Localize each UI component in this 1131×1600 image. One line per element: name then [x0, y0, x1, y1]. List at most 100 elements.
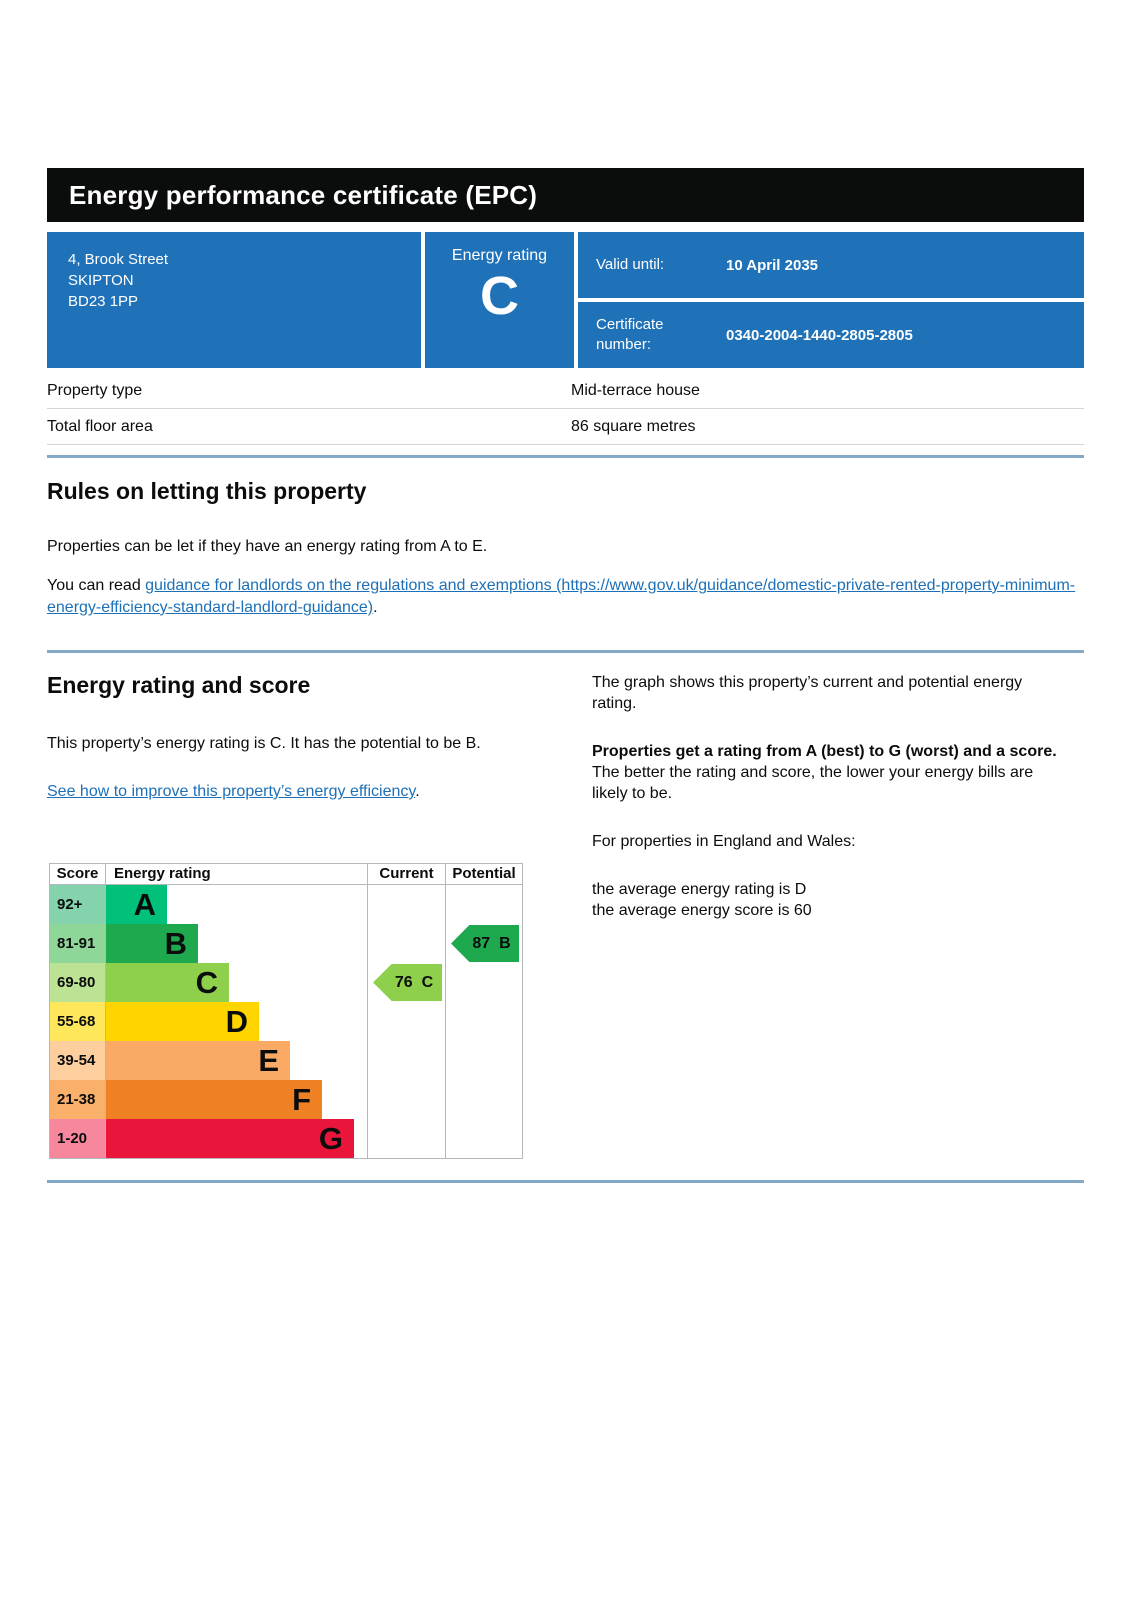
current-cell-e — [367, 1041, 445, 1080]
potential-cell-f — [445, 1080, 522, 1119]
epc-rating-graph: Score Energy rating Current Potential 92… — [49, 863, 523, 1159]
rating-summary-text: This property’s energy rating is C. It h… — [47, 735, 481, 752]
ratings-explainer: Properties get a rating from A (best) to… — [592, 741, 1057, 804]
score-range-c: 69-80 — [50, 963, 106, 1002]
validity-panel: Valid until: 10 April 2035 Certificate n… — [578, 232, 1084, 368]
epc-header-current: Current — [367, 864, 445, 884]
certificate-number-row: Certificate number: 0340-2004-1440-2805-… — [578, 302, 1084, 368]
england-wales-text: For properties in England and Wales: — [592, 833, 856, 850]
band-letter-a: A — [133, 886, 156, 922]
epc-band-row-e: 39-54 E — [50, 1041, 522, 1080]
certificate-summary-box: 4, Brook Street SKIPTON BD23 1PP Energy … — [47, 232, 1084, 368]
certificate-number-label: Certificate number: — [596, 316, 664, 353]
band-cell-d: D — [106, 1002, 367, 1041]
guidance-prefix: You can read — [47, 577, 146, 594]
certificate-number-value: 0340-2004-1440-2805-2805 — [726, 326, 913, 344]
table-row: Property type Mid-terrace house — [47, 373, 1084, 409]
rating-score-heading: Energy rating and score — [47, 672, 311, 698]
energy-rating-label: Energy rating — [451, 247, 548, 264]
improve-paragraph: See how to improve this property’s energ… — [47, 781, 517, 802]
band-cell-c: C — [106, 963, 367, 1002]
potential-cell-g — [445, 1119, 522, 1158]
property-details-table: Property type Mid-terrace house Total fl… — [47, 373, 1084, 445]
section-divider — [47, 1180, 1084, 1183]
score-range-d: 55-68 — [50, 1002, 106, 1041]
current-cell-a — [367, 885, 445, 924]
band-letter-f: F — [292, 1081, 311, 1117]
average-rating-line: the average energy rating is D — [592, 881, 807, 898]
improve-efficiency-link[interactable]: See how to improve this property’s energ… — [47, 783, 416, 800]
property-type-label: Property type — [47, 381, 143, 399]
table-row: Total floor area 86 square metres — [47, 409, 1084, 445]
band-letter-b: B — [164, 925, 187, 961]
epc-band-row-b: 81-91 B 87 B — [50, 924, 522, 963]
valid-until-row: Valid until: 10 April 2035 — [578, 232, 1084, 298]
rating-explanation-column: The graph shows this property’s current … — [592, 672, 1057, 921]
current-cell-d — [367, 1002, 445, 1041]
current-cell-f — [367, 1080, 445, 1119]
score-range-a: 92+ — [50, 885, 106, 924]
band-bar-e: E — [106, 1041, 290, 1080]
property-type-value: Mid-terrace house — [571, 381, 700, 399]
band-bar-g: G — [106, 1119, 354, 1158]
band-cell-e: E — [106, 1041, 367, 1080]
band-bar-d: D — [106, 1002, 259, 1041]
epc-header-score: Score — [50, 864, 106, 884]
band-letter-g: G — [318, 1120, 343, 1156]
average-score-line: the average energy score is 60 — [592, 902, 812, 919]
band-bar-c: C — [106, 963, 229, 1002]
energy-rating-box: Energy rating C — [425, 232, 574, 368]
letting-rule-text: Properties can be let if they have an en… — [47, 538, 488, 555]
section-divider — [47, 455, 1084, 458]
valid-until-label: Valid until: — [596, 256, 665, 273]
band-bar-a: A — [106, 885, 167, 924]
epc-band-row-c: 69-80 C 76 C — [50, 963, 522, 1002]
address-line-3: BD23 1PP — [68, 293, 139, 310]
valid-until-value: 10 April 2035 — [726, 256, 818, 274]
potential-rating-arrow-label: 87 B — [472, 934, 511, 952]
rating-score-section: Energy rating and score This property’s … — [47, 672, 517, 802]
band-bar-b: B — [106, 924, 198, 963]
potential-cell-e — [445, 1041, 522, 1080]
epc-band-row-g: 1-20 G — [50, 1119, 522, 1158]
band-cell-g: G — [106, 1119, 367, 1158]
guidance-paragraph: You can read guidance for landlords on t… — [47, 575, 1084, 619]
floor-area-label: Total floor area — [47, 417, 153, 435]
address-line-2: SKIPTON — [68, 272, 134, 289]
epc-graph-header: Score Energy rating Current Potential — [50, 864, 522, 885]
band-letter-e: E — [258, 1042, 279, 1078]
address-line-1: 4, Brook Street — [68, 251, 169, 268]
score-range-e: 39-54 — [50, 1041, 106, 1080]
current-cell-b — [367, 924, 445, 963]
band-cell-b: B — [106, 924, 367, 963]
property-address: 4, Brook Street SKIPTON BD23 1PP — [47, 232, 421, 368]
band-bar-f: F — [106, 1080, 322, 1119]
current-rating-arrow-label: 76 C — [394, 973, 434, 991]
rules-section: Rules on letting this property Propertie… — [47, 478, 1084, 619]
ratings-explainer-rest: The better the rating and score, the low… — [592, 764, 1034, 802]
potential-cell-b: 87 B — [445, 924, 522, 963]
score-range-f: 21-38 — [50, 1080, 106, 1119]
current-cell-g — [367, 1119, 445, 1158]
epc-header-energy-rating: Energy rating — [114, 865, 211, 882]
band-letter-c: C — [195, 964, 218, 1000]
section-divider — [47, 650, 1084, 653]
epc-header-potential: Potential — [445, 864, 522, 884]
potential-rating-arrow: 87 B — [451, 925, 519, 962]
guidance-suffix: . — [373, 599, 378, 616]
graph-intro-text: The graph shows this property’s current … — [592, 674, 1023, 712]
epc-chart-rows: 92+ A 81-91 B 87 B 69-80 C 76 C 55-68 D 39-54 E 21-3… — [50, 885, 522, 1158]
landlord-guidance-link[interactable]: guidance for landlords on the regulation… — [47, 577, 1076, 616]
page-banner: Energy performance certificate (EPC) — [47, 168, 1084, 222]
epc-band-row-a: 92+ A — [50, 885, 522, 924]
current-rating-arrow: 76 C — [373, 964, 442, 1001]
score-range-g: 1-20 — [50, 1119, 106, 1158]
potential-cell-c — [445, 963, 522, 1002]
epc-band-row-d: 55-68 D — [50, 1002, 522, 1041]
score-range-b: 81-91 — [50, 924, 106, 963]
page-title: Energy performance certificate (EPC) — [69, 179, 538, 210]
current-cell-c: 76 C — [367, 963, 445, 1002]
ratings-explainer-bold: Properties get a rating from A (best) to… — [592, 743, 1057, 760]
potential-cell-d — [445, 1002, 522, 1041]
